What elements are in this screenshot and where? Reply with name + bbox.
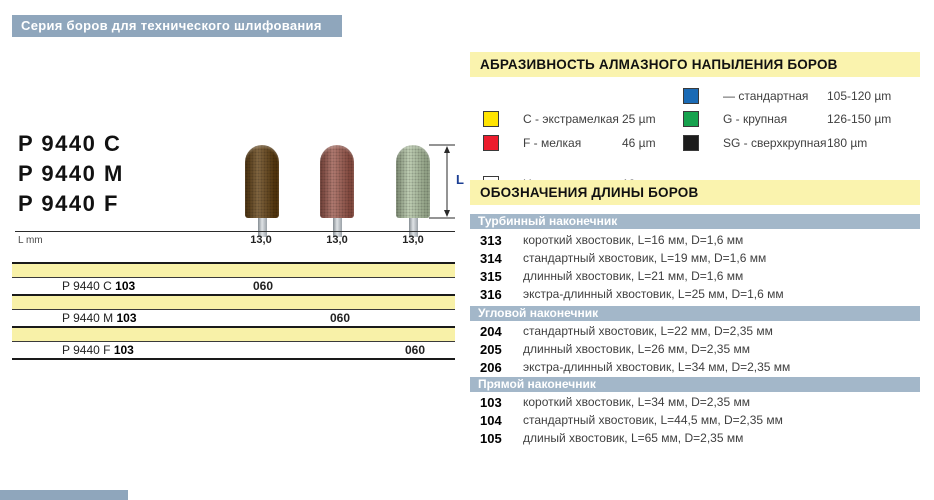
legend-label: — стандартная — [723, 89, 809, 103]
table-band — [12, 264, 455, 278]
item-number: 204 — [480, 323, 502, 339]
list-item: 105 длиный хвостовик, L=65 мм, D=2,35 мм — [470, 429, 920, 447]
legend-label: G - крупная — [723, 112, 788, 126]
item-number: 316 — [480, 286, 502, 302]
product-code-1: P 9440 C — [18, 131, 122, 156]
bur-shank — [333, 218, 342, 237]
list-item: 316 экстра-длинный хвостовик, L=25 мм, D… — [470, 285, 920, 303]
group-header-straight: Прямой наконечник — [470, 377, 920, 392]
list-item: 206 экстра-длинный хвостовик, L=34 мм, D… — [470, 358, 920, 376]
abrasiveness-header: АБРАЗИВНОСТЬ АЛМАЗНОГО НАПЫЛЕНИЯ БОРОВ — [470, 52, 920, 77]
legend-value: 46 µm — [622, 136, 656, 150]
row-size: 060 — [252, 279, 274, 293]
row-shank: 103 — [113, 343, 134, 357]
dimension-label: L — [456, 172, 464, 187]
legend-value: 180 µm — [827, 136, 868, 150]
group-items-straight: 103 короткий хвостовик, L=34 мм, D=2,35 … — [470, 393, 920, 447]
footer-bar — [0, 490, 128, 500]
bur-image-fine — [396, 145, 430, 218]
page-title: Серия боров для технического шлифования — [12, 15, 342, 37]
table-band — [12, 328, 455, 342]
swatch-supercoarse — [683, 135, 699, 151]
table-band — [12, 296, 455, 310]
item-number: 206 — [480, 359, 502, 375]
row-size: 060 — [329, 311, 351, 325]
dimension-arrow — [429, 144, 455, 219]
item-number: 104 — [480, 412, 502, 428]
product-table: P 9440 C 103 060 P 9440 M 103 060 P 9440… — [12, 262, 455, 360]
item-number: 313 — [480, 232, 502, 248]
group-items-angle: 204 стандартный хвостовик, L=22 мм, D=2,… — [470, 322, 920, 376]
item-number: 205 — [480, 341, 502, 357]
item-desc: короткий хвостовик, L=16 мм, D=1,6 мм — [523, 233, 744, 247]
swatch-standard — [683, 88, 699, 104]
legend-value: 126-150 µm — [827, 112, 892, 126]
group-header-turbine: Турбинный наконечник — [470, 214, 920, 229]
bur-image-coarse — [245, 145, 279, 218]
legend-value: 25 µm — [622, 112, 656, 126]
swatch-fine — [483, 135, 499, 151]
length-value: 13,0 — [250, 234, 272, 246]
swatch-coarse — [683, 111, 699, 127]
list-item: 315 длинный хвостовик, L=21 мм, D=1,6 мм — [470, 267, 920, 285]
item-desc: короткий хвостовик, L=34 мм, D=2,35 мм — [523, 395, 750, 409]
list-item: 314 стандартный хвостовик, L=19 мм, D=1,… — [470, 249, 920, 267]
list-item: 313 короткий хвостовик, L=16 мм, D=1,6 м… — [470, 231, 920, 249]
item-desc: длиный хвостовик, L=65 мм, D=2,35 мм — [523, 431, 744, 445]
item-desc: стандартный хвостовик, L=44,5 мм, D=2,35… — [523, 413, 783, 427]
row-code: P 9440 C — [62, 279, 112, 293]
item-desc: стандартный хвостовик, L=19 мм, D=1,6 мм — [523, 251, 767, 265]
row-code: P 9440 F — [62, 343, 111, 357]
list-item: 103 короткий хвостовик, L=34 мм, D=2,35 … — [470, 393, 920, 411]
item-number: 315 — [480, 268, 502, 284]
item-desc: стандартный хвостовик, L=22 мм, D=2,35 м… — [523, 324, 773, 338]
product-code-3: P 9440 F — [18, 191, 119, 216]
table-row: P 9440 M 103 060 — [12, 294, 455, 326]
product-code-2: P 9440 M — [18, 161, 124, 186]
legend-value: 105-120 µm — [827, 89, 892, 103]
table-row: P 9440 F 103 060 — [12, 326, 455, 358]
item-desc: экстра-длинный хвостовик, L=34 мм, D=2,3… — [523, 360, 791, 374]
group-header-angle: Угловой наконечник — [470, 306, 920, 321]
row-shank: 103 — [115, 279, 136, 293]
list-item: 104 стандартный хвостовик, L=44,5 мм, D=… — [470, 411, 920, 429]
row-code: P 9440 M — [62, 311, 114, 325]
length-value: 13,0 — [402, 234, 424, 246]
legend-label: C - экстрамелкая — [523, 112, 619, 126]
item-desc: длинный хвостовик, L=26 мм, D=2,35 мм — [523, 342, 750, 356]
table-bottom-rule — [12, 358, 455, 360]
bur-image-medium — [320, 145, 354, 218]
lengths-header: ОБОЗНАЧЕНИЯ ДЛИНЫ БОРОВ — [470, 180, 920, 205]
row-size: 060 — [404, 343, 426, 357]
length-value: 13,0 — [326, 234, 348, 246]
list-item: 205 длинный хвостовик, L=26 мм, D=2,35 м… — [470, 340, 920, 358]
item-desc: длинный хвостовик, L=21 мм, D=1,6 мм — [523, 269, 744, 283]
item-desc: экстра-длинный хвостовик, L=25 мм, D=1,6… — [523, 287, 784, 301]
table-row: P 9440 C 103 060 — [12, 262, 455, 294]
list-item: 204 стандартный хвостовик, L=22 мм, D=2,… — [470, 322, 920, 340]
legend-label: SG - сверхкрупная — [723, 136, 827, 150]
item-number: 314 — [480, 250, 502, 266]
bur-shank — [409, 218, 418, 237]
length-axis-label: L mm — [18, 235, 43, 246]
row-shank: 103 — [116, 311, 137, 325]
bur-shank — [258, 218, 267, 237]
item-number: 103 — [480, 394, 502, 410]
baseline-rule — [15, 231, 455, 232]
item-number: 105 — [480, 430, 502, 446]
legend-label: F - мелкая — [523, 136, 582, 150]
group-items-turbine: 313 короткий хвостовик, L=16 мм, D=1,6 м… — [470, 231, 920, 303]
swatch-extrafine — [483, 111, 499, 127]
